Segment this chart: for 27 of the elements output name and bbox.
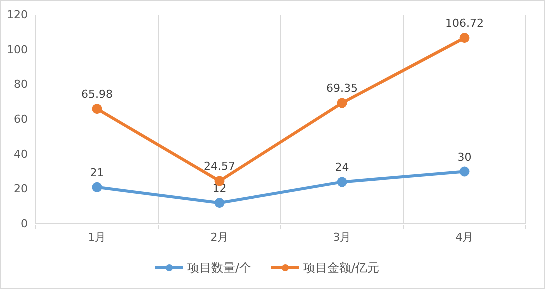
point bbox=[460, 33, 470, 44]
x-tick-label: 3月 bbox=[333, 231, 352, 244]
point bbox=[214, 198, 225, 208]
x-tick-label: 4月 bbox=[456, 231, 474, 244]
data-label: 21 bbox=[90, 166, 104, 180]
y-tick-label: 20 bbox=[14, 182, 28, 196]
point bbox=[92, 182, 102, 192]
y-tick-label: 80 bbox=[14, 78, 28, 92]
y-tick-label: 60 bbox=[14, 113, 28, 126]
x-tick-label: 2月 bbox=[210, 231, 229, 244]
data-label: 30 bbox=[458, 150, 472, 164]
point bbox=[337, 98, 348, 108]
point bbox=[92, 104, 102, 114]
y-tick-label: 120 bbox=[7, 8, 28, 22]
data-label: 65.98 bbox=[82, 88, 113, 102]
point bbox=[337, 177, 348, 188]
point bbox=[460, 166, 470, 177]
data-label: 24 bbox=[335, 161, 350, 174]
y-tick-label: 0 bbox=[21, 218, 28, 230]
legend-label: 项目金额/亿元 bbox=[304, 261, 380, 275]
data-label: 24.57 bbox=[204, 160, 236, 174]
y-tick-label: 40 bbox=[14, 148, 28, 161]
data-label: 106.72 bbox=[446, 17, 484, 30]
data-label: 69.35 bbox=[326, 82, 358, 96]
x-tick-label: 1月 bbox=[88, 231, 106, 244]
y-tick-label: 100 bbox=[7, 43, 28, 56]
legend-label: 项目数量/个 bbox=[188, 261, 252, 275]
